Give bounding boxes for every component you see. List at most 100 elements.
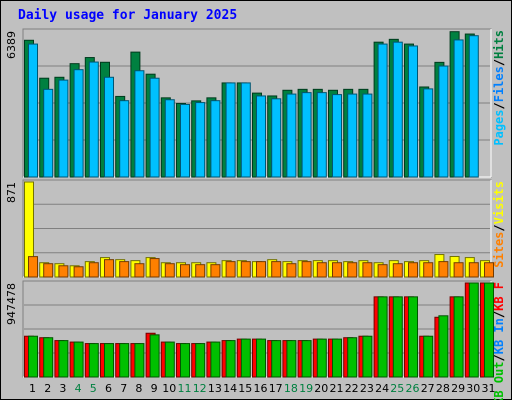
bar-panel2-series2-day23	[362, 262, 373, 278]
bar-panel1-series2-day17	[271, 98, 282, 178]
legend-entry: Sites	[492, 232, 506, 268]
panel-legend: Pages/Files/Hits	[492, 30, 506, 146]
legend-entry: KB F	[492, 282, 506, 311]
legend-entry: Pages	[492, 110, 506, 146]
bar-panel2-series2-day4	[73, 266, 84, 278]
bar-panel3-series2-day26	[408, 296, 418, 378]
panel-max-label: 871	[5, 182, 18, 203]
x-tick-label: 25	[390, 382, 404, 395]
x-tick-label: 27	[421, 382, 435, 395]
bar-panel1-series2-day21	[332, 94, 342, 178]
bar-panel1-series2-day15	[240, 82, 251, 178]
bar-panel2-series2-day3	[58, 265, 69, 278]
bar-panel2-series2-day7	[119, 261, 130, 278]
bar-panel3-series2-day20	[316, 338, 327, 378]
bar-panel3-series2-day24	[377, 296, 388, 378]
x-tick-label: 8	[135, 382, 142, 395]
bar-panel1-series2-day16	[256, 95, 266, 178]
x-tick-label: 10	[162, 382, 176, 395]
bar-panel3-series2-day5	[88, 343, 99, 378]
bar-panel2-series2-day9	[149, 258, 160, 278]
chart-title: Daily usage for January 2025	[18, 8, 238, 23]
bar-panel2-series2-day12	[195, 264, 206, 278]
bar-panel3-series2-day19	[301, 340, 312, 378]
bar-panel2-series2-day29	[453, 262, 464, 278]
bar-panel2-series2-day6	[104, 259, 114, 278]
x-tick-label: 31	[482, 382, 496, 395]
legend-entry: /	[492, 224, 506, 231]
bar-panel2-series2-day5	[88, 262, 99, 278]
x-tick-label: 13	[208, 382, 222, 395]
panel-2: 871 Sites/Visits	[5, 179, 506, 278]
x-tick-label: 4	[75, 382, 82, 395]
bar-panel1-series2-day22	[347, 93, 358, 178]
bar-panel2-series2-day13	[210, 264, 221, 278]
x-tick-label: 22	[345, 382, 359, 395]
bar-panel3-series2-day30	[468, 282, 479, 378]
legend-entry: KB Out	[492, 362, 506, 400]
bar-panel1-series2-day30	[468, 35, 479, 178]
bar-panel2-series2-day31	[484, 262, 494, 278]
bar-panel1-series2-day20	[316, 92, 327, 178]
bar-panel3-series2-day22	[347, 337, 358, 378]
bar-panel2-series2-day17	[271, 261, 282, 278]
legend-entry: Hits	[492, 30, 506, 59]
bar-panel3-series2-day28	[438, 315, 449, 378]
bar-panel1-series2-day5	[88, 61, 99, 178]
bar-panel2-series2-day27	[423, 262, 434, 278]
bar-panel3-series2-day31	[484, 282, 494, 378]
bar-panel2-series2-day20	[316, 262, 327, 278]
bar-panel1-series2-day14	[225, 82, 236, 178]
bar-panel1-series2-day26	[408, 45, 418, 178]
bar-panel2-series2-day25	[392, 263, 403, 278]
bar-panel2-series2-day22	[347, 262, 358, 278]
bar-panel1-series2-day1	[28, 43, 38, 178]
bar-panel3-series2-day10	[164, 341, 175, 378]
bar-panel3-series2-day29	[453, 296, 464, 378]
x-tick-label: 12	[193, 382, 207, 395]
x-tick-label: 9	[151, 382, 158, 395]
bar-panel3-series2-day17	[271, 340, 282, 378]
bar-panel1-series2-day2	[43, 88, 54, 178]
legend-entry: /	[492, 59, 506, 66]
bar-panel3-series2-day6	[104, 343, 114, 378]
bar-panel3-series2-day2	[43, 337, 54, 378]
panel-legend: Sites/Visits	[492, 181, 506, 268]
bar-panel3-series2-day21	[332, 338, 342, 378]
legend-entry: KB In	[492, 318, 506, 354]
x-tick-label: 26	[406, 382, 420, 395]
bar-panel3-series2-day13	[210, 341, 221, 378]
panel-legend: KB Out/KB In/KB F	[492, 282, 506, 400]
bar-panel1-series2-day10	[164, 99, 175, 178]
bar-panel2-series2-day16	[256, 261, 266, 278]
bar-panel1-series2-day25	[392, 41, 403, 178]
bar-panel3-series2-day12	[195, 343, 206, 378]
x-tick-label: 7	[120, 382, 127, 395]
bar-panel1-series2-day9	[149, 77, 160, 178]
bar-panel1-series2-day18	[286, 93, 297, 178]
bar-panel2-series2-day28	[438, 261, 449, 278]
bar-panel2-series2-day19	[301, 261, 312, 278]
x-tick-label: 2	[44, 382, 51, 395]
bar-panel2-series2-day8	[134, 263, 145, 278]
bar-panel3-series2-day9	[149, 334, 160, 378]
x-tick-label: 6	[105, 382, 112, 395]
bar-panel1-series2-day27	[423, 88, 434, 178]
x-tick-label: 21	[330, 382, 344, 395]
panel-max-label: 6389	[5, 31, 18, 59]
bar-panel1-series2-day4	[73, 69, 84, 178]
bar-panel3-series2-day7	[119, 343, 130, 378]
bar-panel2-series2-day26	[408, 262, 418, 278]
bar-panel1-series2-day6	[104, 76, 114, 178]
bar-panel1-series2-day3	[58, 79, 69, 178]
bar-panel1-series2-day19	[301, 92, 312, 178]
x-tick-label: 28	[436, 382, 450, 395]
bar-panel3-series2-day8	[134, 343, 145, 378]
panel-max-label: 947478	[5, 283, 18, 325]
x-tick-label: 20	[314, 382, 328, 395]
x-tick-label: 30	[466, 382, 480, 395]
bar-panel1-series2-day11	[180, 103, 190, 178]
bar-panel2-series2-day18	[286, 263, 297, 278]
bar-panel3-series2-day1	[28, 335, 38, 378]
